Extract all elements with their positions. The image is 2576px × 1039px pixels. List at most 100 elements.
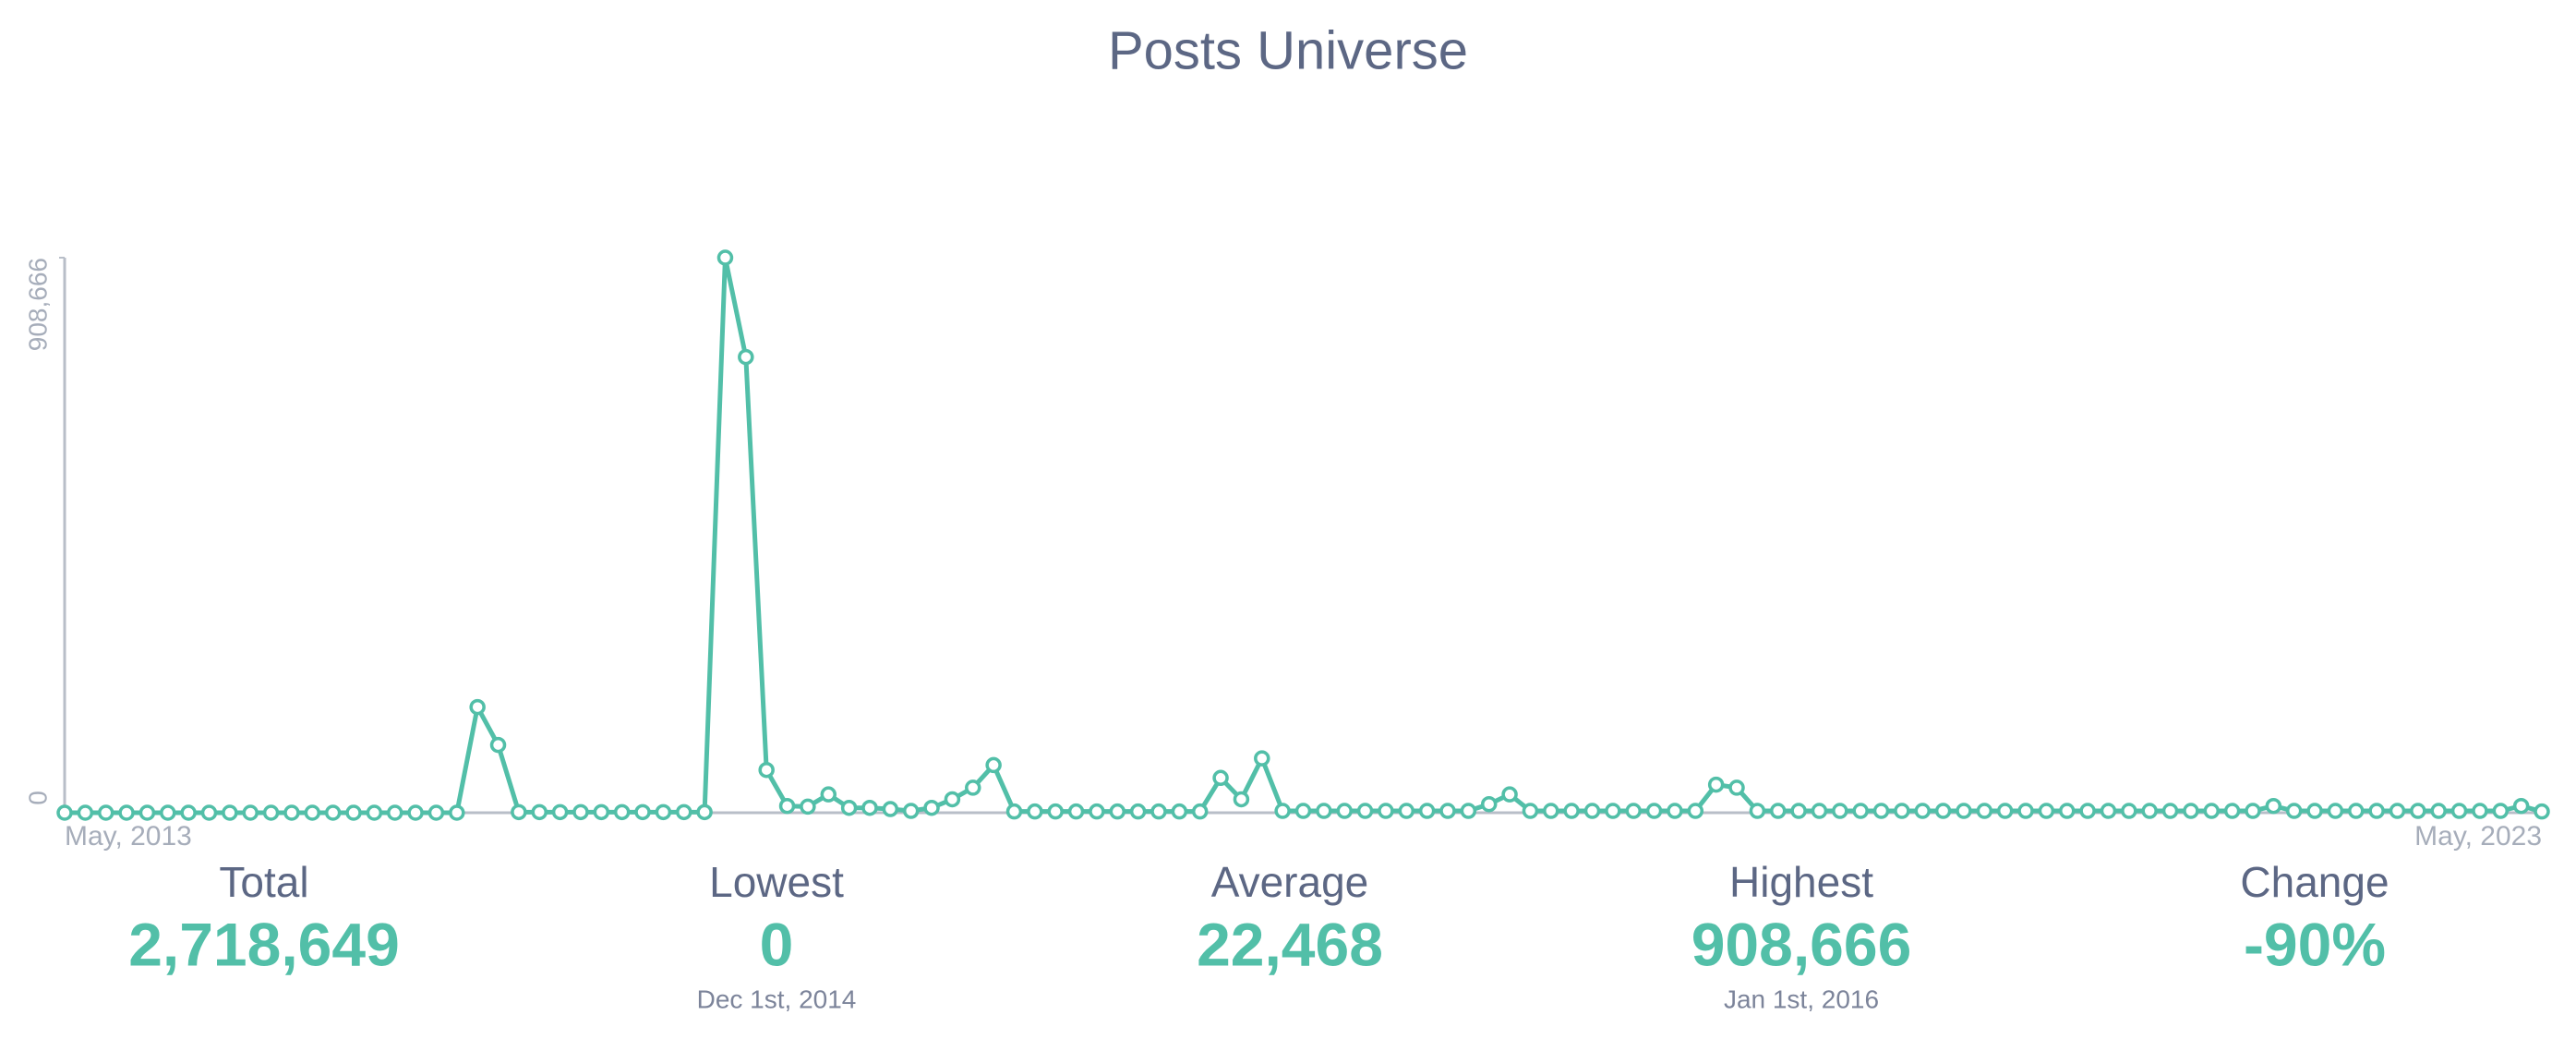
data-point: [2079, 803, 2096, 819]
data-point: [77, 804, 94, 821]
y-tick-label: 908,666: [23, 258, 52, 351]
data-point: [118, 804, 135, 821]
data-point: [778, 797, 796, 815]
data-point: [1150, 803, 1167, 820]
data-point: [944, 791, 961, 808]
data-point: [1996, 803, 2014, 819]
data-point: [572, 803, 589, 821]
data-point: [2038, 803, 2055, 819]
data-point: [1852, 803, 1869, 819]
data-point: [324, 804, 342, 821]
data-point: [861, 799, 878, 816]
data-point: [531, 803, 548, 821]
data-point: [1625, 803, 1642, 819]
data-point: [1667, 803, 1683, 819]
data-point: [2141, 803, 2158, 819]
data-line: [65, 255, 2543, 815]
data-point: [2306, 803, 2323, 819]
data-point: [304, 804, 321, 821]
data-point: [1294, 803, 1312, 819]
data-point: [2348, 803, 2365, 819]
data-point: [2492, 803, 2510, 819]
data-point: [1336, 803, 1353, 819]
data-point: [2121, 803, 2137, 819]
data-point: [1233, 791, 1250, 808]
data-point: [923, 799, 940, 816]
data-point: [1522, 803, 1539, 819]
data-point: [593, 803, 610, 821]
data-point: [1274, 803, 1291, 819]
stat-value: 2,718,649: [128, 910, 400, 978]
data-point: [1605, 803, 1621, 819]
data-point: [449, 804, 465, 821]
data-point: [2265, 797, 2282, 815]
data-point: [1005, 803, 1023, 820]
data-point: [1728, 779, 1745, 796]
data-point: [2245, 803, 2261, 819]
data-point: [469, 698, 486, 716]
data-point: [1934, 803, 1952, 819]
data-point: [56, 804, 73, 821]
stat-label: Change: [2240, 858, 2389, 906]
data-point: [283, 804, 300, 821]
data-point: [1872, 803, 1890, 819]
x-tick-label: May, 2023: [2414, 821, 2542, 852]
stat-label: Lowest: [709, 858, 844, 906]
data-point: [1047, 803, 1064, 820]
data-point: [634, 803, 651, 821]
data-point: [1398, 803, 1415, 819]
data-point: [511, 803, 527, 821]
data-point: [1769, 803, 1787, 819]
data-point: [820, 786, 837, 803]
data-point: [2534, 803, 2550, 820]
data-point: [2017, 803, 2034, 819]
stat-date: Dec 1st, 2014: [697, 985, 857, 1013]
data-point: [2100, 803, 2117, 819]
data-point: [160, 804, 176, 821]
data-point: [97, 804, 114, 821]
data-point: [2410, 803, 2426, 819]
stat-value: -90%: [2244, 910, 2386, 978]
data-point: [1460, 803, 1477, 819]
data-point: [180, 804, 197, 821]
data-point: [1687, 803, 1704, 819]
data-point: [200, 804, 218, 821]
data-point: [489, 736, 507, 754]
data-point: [1418, 803, 1436, 819]
data-point: [1543, 803, 1559, 819]
data-point: [262, 804, 280, 821]
data-point: [800, 798, 816, 815]
data-point: [1976, 803, 1993, 819]
data-point: [407, 804, 424, 821]
data-point: [222, 804, 238, 821]
data-point: [1480, 795, 1498, 813]
stat-date: Jan 1st, 2016: [1724, 985, 1879, 1013]
data-point: [551, 803, 569, 821]
stat-label: Average: [1211, 858, 1369, 906]
data-point: [738, 348, 754, 366]
data-point: [985, 756, 1002, 774]
data-point: [1645, 803, 1663, 819]
stat-value: 22,468: [1197, 910, 1383, 978]
data-point: [1811, 803, 1828, 819]
stat-value: 0: [760, 910, 794, 978]
data-point: [2430, 803, 2447, 819]
data-point: [1563, 803, 1580, 819]
data-point: [902, 803, 920, 819]
chart-title: Posts Universe: [1108, 20, 1468, 80]
data-point: [1914, 803, 1931, 819]
data-point: [2472, 803, 2488, 819]
data-point: [840, 799, 858, 816]
data-point: [1171, 803, 1188, 820]
data-point: [1832, 803, 1848, 819]
data-point: [1501, 786, 1518, 803]
data-point: [1356, 803, 1374, 819]
stat-label: Highest: [1729, 858, 1873, 906]
data-point: [1027, 803, 1043, 820]
data-point: [2327, 803, 2344, 819]
data-point: [1956, 803, 1972, 819]
data-point: [1109, 803, 1126, 820]
data-point: [242, 804, 259, 821]
data-point: [676, 803, 692, 821]
data-point: [655, 803, 672, 821]
